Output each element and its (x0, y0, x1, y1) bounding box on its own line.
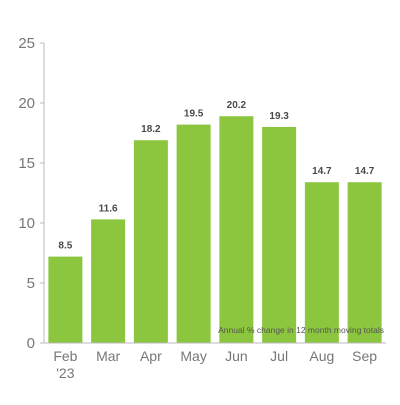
x-tick-label: Sep (352, 348, 377, 364)
bar (176, 124, 211, 343)
data-label: 20.2 (227, 100, 247, 111)
data-label: 14.7 (355, 166, 375, 177)
data-label: 19.3 (269, 111, 289, 122)
y-axis: 0 5 10 15 20 25 (18, 35, 45, 352)
y-tick-label: 25 (18, 35, 35, 52)
data-label: 19.5 (184, 109, 204, 120)
data-label: 14.7 (312, 166, 332, 177)
x-axis: Feb'23 Mar Apr May Jun Jul Aug Sep (44, 342, 386, 381)
x-tick-label: Mar (96, 348, 120, 364)
data-label: 8.5 (58, 241, 72, 252)
x-tick-label: Aug (309, 348, 334, 364)
bars: 8.5 11.6 18.2 19.5 20.2 19.3 14.7 14.7 (48, 100, 382, 343)
y-tick-label: 5 (27, 275, 35, 292)
data-label: 18.2 (141, 124, 161, 135)
bar (133, 140, 168, 343)
x-tick-label: Jun (225, 348, 248, 364)
x-tick-label: Apr (140, 348, 162, 364)
bar (347, 182, 382, 343)
bar (262, 127, 297, 343)
y-tick-label: 20 (18, 95, 35, 112)
x-tick-label: Jul (270, 348, 288, 364)
bar (304, 182, 339, 343)
y-tick-label: 0 (27, 335, 35, 352)
y-tick-label: 15 (18, 155, 35, 172)
data-label: 11.6 (99, 203, 118, 214)
x-tick-sublabel: '23 (56, 365, 74, 381)
bar (48, 256, 83, 343)
bar (219, 116, 254, 343)
chart-annotation: Annual % change in 12 month moving total… (218, 325, 384, 335)
x-tick-label: Feb (53, 348, 77, 364)
y-tick-label: 10 (18, 215, 35, 232)
x-tick-label: May (180, 348, 206, 364)
bar (91, 219, 126, 343)
